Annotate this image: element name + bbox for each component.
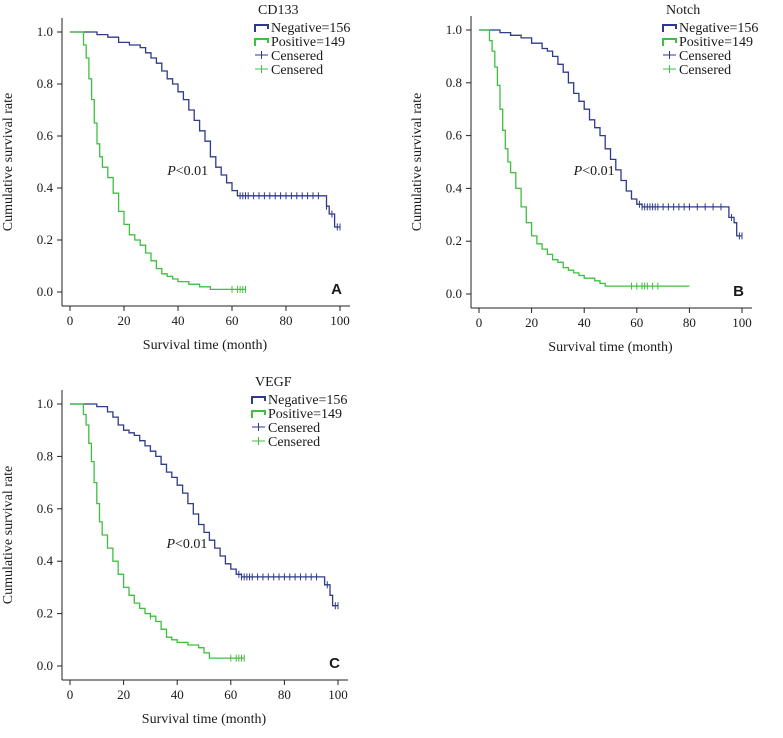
x-tick-label: 20: [118, 313, 131, 328]
chart-panel-b: 0 20 40 60 80 100 0.0 0.2 0.4 0.6 0.8 1.0 Survival t…: [410, 3, 758, 355]
x-tick-label: 60: [630, 315, 643, 330]
y-axis-label: Cumulative survival rate: [410, 93, 425, 231]
p-symbol: P: [165, 537, 175, 552]
x-tick-label: 0: [476, 315, 483, 330]
p-value-annotation: P<0.01: [573, 164, 615, 179]
y-tick-label: 0.4: [37, 553, 54, 568]
p-threshold: <0.01: [582, 164, 614, 179]
legend-title: CD133: [258, 3, 298, 18]
legend-swatch-line: [662, 38, 677, 46]
legend-entry: Positive=149: [268, 407, 342, 422]
y-tick-label: 0.6: [37, 128, 54, 143]
legend-entry: Censered: [268, 435, 320, 450]
y-tick-label: 0.2: [446, 233, 462, 248]
y-tick-label: 1.0: [37, 396, 53, 411]
legend-entry: Censered: [679, 63, 731, 78]
legend-swatch-line: [254, 24, 269, 32]
y-tick-label: 0.0: [446, 286, 462, 301]
x-axis-label: Survival time (month): [548, 340, 673, 355]
series-line-positive: [70, 31, 246, 291]
legend-entry: Negative=156: [679, 21, 758, 36]
legend-swatch-line: [662, 24, 677, 32]
chart-panel-c: 0 20 40 60 80 100 0.0 0.2 0.4 0.6 0.8 1.0 Survival t…: [1, 375, 348, 727]
panel-letter: B: [733, 283, 744, 300]
y-tick-label: 0.4: [37, 180, 54, 195]
p-threshold: <0.01: [175, 537, 207, 552]
y-tick-label: 0.6: [446, 128, 463, 143]
x-tick-label: 20: [525, 315, 538, 330]
series-line-negative: [70, 31, 340, 228]
y-axis-label: Cumulative survival rate: [1, 466, 16, 604]
x-tick-label: 0: [67, 687, 74, 702]
legend-entry: Negative=156: [268, 393, 347, 408]
legend-swatch-line: [251, 410, 266, 418]
legend-entry: Positive=149: [271, 35, 345, 50]
y-tick-label: 0.2: [37, 606, 53, 621]
y-tick-label: 0.8: [446, 75, 462, 90]
x-tick-label: 100: [328, 687, 348, 702]
legend-entry: Censered: [271, 63, 323, 78]
x-tick-label: 40: [172, 313, 185, 328]
x-tick-label: 60: [226, 313, 239, 328]
x-tick-label: 60: [224, 687, 237, 702]
x-tick-label: 40: [578, 315, 591, 330]
p-threshold: <0.01: [176, 164, 208, 179]
panel-letter: A: [331, 281, 342, 298]
y-tick-label: 0.2: [37, 232, 53, 247]
legend-entry: Censered: [271, 49, 323, 64]
legend-entry: Censered: [268, 421, 320, 436]
legend-title: Notch: [666, 3, 700, 18]
series-line-negative: [70, 403, 338, 607]
y-axis-label: Cumulative survival rate: [1, 93, 16, 231]
legend-swatch-line: [254, 38, 269, 46]
x-tick-label: 80: [683, 315, 696, 330]
y-tick-label: 0.0: [37, 658, 53, 673]
y-tick-label: 1.0: [446, 22, 462, 37]
p-value-annotation: P<0.01: [165, 537, 207, 552]
p-symbol: P: [573, 164, 583, 179]
y-tick-label: 0.8: [37, 448, 53, 463]
chart-panel-a: 0 20 40 60 80 100 0.0 0.2 0.4 0.6 0.8 1.0 Survival t…: [1, 3, 350, 353]
legend-entry: Positive=149: [679, 35, 753, 50]
legend-title: VEGF: [255, 375, 292, 390]
y-tick-label: 0.0: [37, 284, 53, 299]
x-tick-label: 0: [67, 313, 74, 328]
series-line-positive: [70, 403, 245, 659]
legend-swatch-line: [251, 396, 266, 404]
x-tick-label: 80: [280, 313, 293, 328]
x-tick-label: 20: [117, 687, 130, 702]
y-tick-label: 1.0: [37, 24, 53, 39]
x-tick-label: 100: [732, 315, 752, 330]
legend-entry: Negative=156: [271, 21, 350, 36]
series-line-positive: [479, 29, 690, 287]
legend-entry: Censered: [679, 49, 731, 64]
panel-letter: C: [329, 655, 340, 672]
p-symbol: P: [166, 164, 176, 179]
y-tick-label: 0.4: [446, 180, 463, 195]
x-tick-label: 100: [330, 313, 350, 328]
y-tick-label: 0.8: [37, 76, 53, 91]
x-tick-label: 80: [278, 687, 291, 702]
x-axis-label: Survival time (month): [143, 338, 268, 353]
x-tick-label: 40: [171, 687, 184, 702]
y-tick-label: 0.6: [37, 501, 54, 516]
x-axis-label: Survival time (month): [142, 712, 267, 727]
p-value-annotation: P<0.01: [166, 164, 208, 179]
